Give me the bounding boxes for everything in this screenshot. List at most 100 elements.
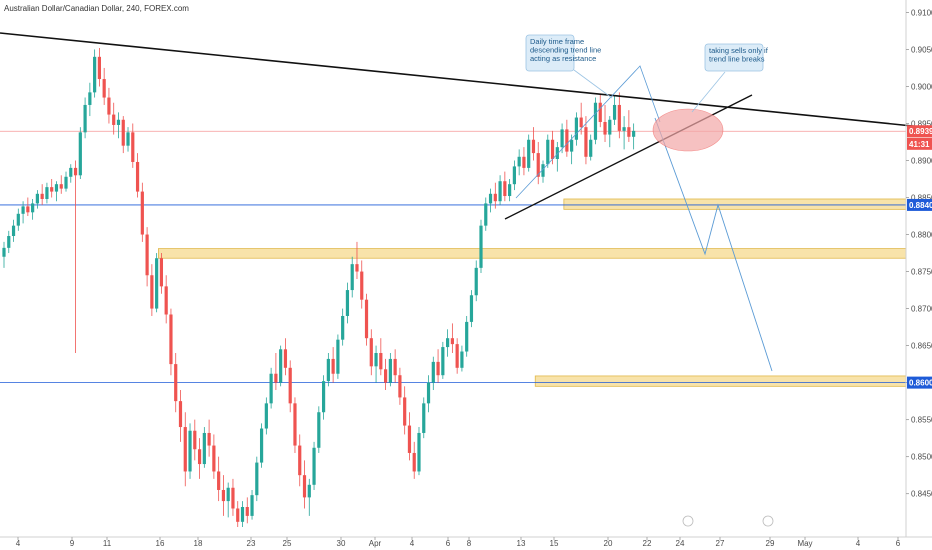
x-tick-label: 18 bbox=[194, 539, 203, 548]
price-tag-label: 0.86000 bbox=[909, 379, 932, 388]
candle-body bbox=[231, 487, 235, 509]
note-sells-box bbox=[704, 43, 764, 72]
candle-body bbox=[479, 225, 483, 268]
candle-body bbox=[426, 382, 431, 404]
candle-body bbox=[341, 315, 345, 340]
breakout-ellipse bbox=[652, 108, 724, 152]
candle-body bbox=[264, 403, 268, 429]
candle-body bbox=[584, 127, 588, 157]
x-tick-label: 8 bbox=[467, 539, 472, 548]
candle-body bbox=[269, 373, 273, 404]
candle-body bbox=[488, 193, 493, 204]
y-tick-label: 0.89500 bbox=[911, 119, 932, 128]
candle-body bbox=[183, 427, 187, 472]
price-tag bbox=[907, 376, 932, 389]
candle-body bbox=[469, 295, 474, 322]
candle-body bbox=[560, 129, 564, 148]
candle-body bbox=[326, 358, 330, 382]
candle-body bbox=[431, 361, 435, 383]
candle-body bbox=[541, 164, 545, 177]
candle-body bbox=[236, 508, 240, 522]
note-pointer bbox=[691, 71, 726, 113]
candle-body bbox=[441, 347, 445, 376]
x-tick-label: Apr bbox=[369, 539, 382, 548]
x-tick-label: 6 bbox=[896, 539, 901, 548]
x-tick-label: 25 bbox=[283, 539, 292, 548]
candle-body bbox=[16, 213, 20, 226]
candle-body bbox=[622, 127, 626, 131]
candle-body bbox=[312, 447, 316, 485]
price-tag-label: 41:31 bbox=[909, 140, 930, 149]
candle-body bbox=[498, 181, 502, 202]
candle-body bbox=[460, 351, 464, 368]
candle-body bbox=[116, 119, 121, 125]
candle-body bbox=[212, 445, 216, 472]
candle-body bbox=[7, 236, 11, 248]
candle-body bbox=[617, 104, 621, 131]
y-tick-label: 0.91000 bbox=[911, 8, 932, 17]
note-pointer bbox=[573, 69, 613, 99]
descending-trend-line bbox=[0, 32, 932, 129]
candle-body bbox=[217, 471, 221, 490]
candle-body bbox=[112, 114, 116, 125]
candle-body bbox=[574, 117, 578, 140]
wedge-lines bbox=[515, 65, 661, 199]
candle-body bbox=[69, 167, 73, 177]
candle-body bbox=[417, 432, 421, 472]
x-tick-label: 30 bbox=[337, 539, 346, 548]
candle-body bbox=[188, 430, 192, 472]
candle-body bbox=[178, 401, 183, 428]
projection-path bbox=[654, 117, 773, 372]
candle-body bbox=[240, 507, 245, 522]
candle-body bbox=[164, 286, 168, 315]
candle-body bbox=[45, 187, 49, 199]
candle-body bbox=[321, 381, 326, 413]
candle-body bbox=[64, 176, 68, 189]
x-tick-label: 4 bbox=[856, 539, 861, 548]
candle-body bbox=[612, 104, 617, 120]
candle-body bbox=[59, 184, 63, 189]
candle-body bbox=[31, 203, 35, 213]
x-tick-label: 24 bbox=[676, 539, 685, 548]
candle-body bbox=[345, 290, 350, 316]
candle-body bbox=[570, 139, 574, 152]
candle-body bbox=[97, 56, 101, 80]
x-tick-label: 16 bbox=[156, 539, 165, 548]
candle-body bbox=[579, 117, 583, 128]
note-daily-line: acting as resistance bbox=[530, 54, 596, 63]
note-daily-line: Daily time frame bbox=[530, 37, 584, 46]
price-tag bbox=[907, 137, 932, 150]
candle-body bbox=[293, 403, 297, 446]
candle-body bbox=[336, 339, 340, 374]
candle-body bbox=[484, 203, 488, 226]
candle-body bbox=[54, 184, 59, 192]
candle-body bbox=[627, 127, 631, 137]
x-tick-label: 23 bbox=[247, 539, 256, 548]
candle-body bbox=[546, 139, 550, 165]
candle-body bbox=[288, 367, 292, 404]
y-tick-label: 0.87000 bbox=[911, 305, 932, 314]
candle-body bbox=[135, 161, 140, 192]
candle-body bbox=[193, 430, 197, 450]
candle-body bbox=[403, 397, 407, 426]
x-tick-label: 29 bbox=[766, 539, 775, 548]
y-tick-label: 0.86500 bbox=[911, 342, 932, 351]
x-tick-label: 9 bbox=[70, 539, 75, 548]
candle-body bbox=[155, 258, 159, 309]
zone-0.860 bbox=[534, 375, 907, 387]
candle-body bbox=[250, 495, 254, 516]
candle-body bbox=[446, 338, 450, 348]
candle-body bbox=[126, 132, 130, 146]
candle-body bbox=[255, 462, 259, 496]
candle-body bbox=[107, 97, 111, 115]
candle-body bbox=[245, 507, 249, 516]
candle-body bbox=[555, 147, 559, 160]
candle-body bbox=[412, 452, 416, 472]
candle-body bbox=[274, 373, 278, 383]
candle-body bbox=[78, 132, 82, 176]
note-sells-line: trend line breaks bbox=[709, 55, 765, 64]
candle-body bbox=[364, 299, 369, 339]
candle-body bbox=[379, 353, 383, 370]
